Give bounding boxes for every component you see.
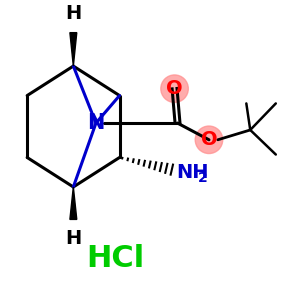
Text: O: O — [166, 79, 183, 98]
Text: H: H — [65, 229, 82, 248]
Text: N: N — [87, 113, 105, 133]
Circle shape — [161, 75, 188, 102]
Polygon shape — [70, 33, 77, 66]
Text: O: O — [201, 130, 217, 149]
Polygon shape — [70, 187, 77, 219]
Text: NH: NH — [176, 163, 209, 182]
Text: H: H — [65, 4, 82, 23]
Circle shape — [195, 126, 223, 154]
Text: HCl: HCl — [86, 244, 145, 273]
Text: 2: 2 — [198, 171, 208, 185]
